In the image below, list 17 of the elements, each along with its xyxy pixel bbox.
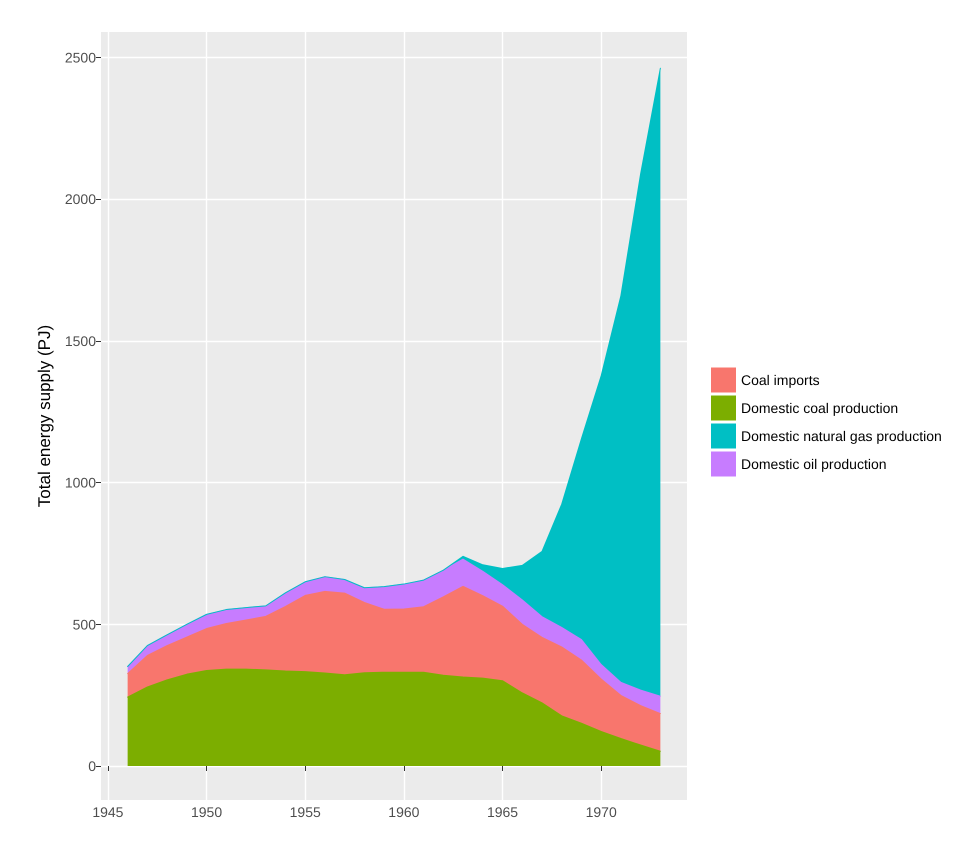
x-tick-label: 1970: [586, 804, 617, 820]
legend-label: Domestic oil production: [741, 456, 887, 472]
y-tick-label: 500: [72, 616, 96, 632]
y-tick-label: 1000: [64, 474, 96, 491]
legend-label: Coal imports: [741, 372, 820, 388]
x-tick-label: 1965: [486, 804, 518, 820]
x-tick-label: 1945: [92, 804, 124, 820]
y-tick-label: 2000: [64, 191, 96, 208]
x-tick-label: 1955: [290, 804, 321, 820]
x-tick-label: 1950: [190, 804, 222, 820]
x-tick-label: 1960: [388, 804, 420, 820]
y-tick-label: 0: [88, 758, 96, 774]
legend-label: Domestic coal production: [741, 400, 898, 416]
y-tick-label: 1500: [64, 332, 96, 349]
legend-label: Domestic natural gas production: [741, 428, 942, 444]
y-tick-label: 2500: [64, 50, 96, 66]
y-axis-title: Total energy supply (PJ): [35, 324, 54, 508]
